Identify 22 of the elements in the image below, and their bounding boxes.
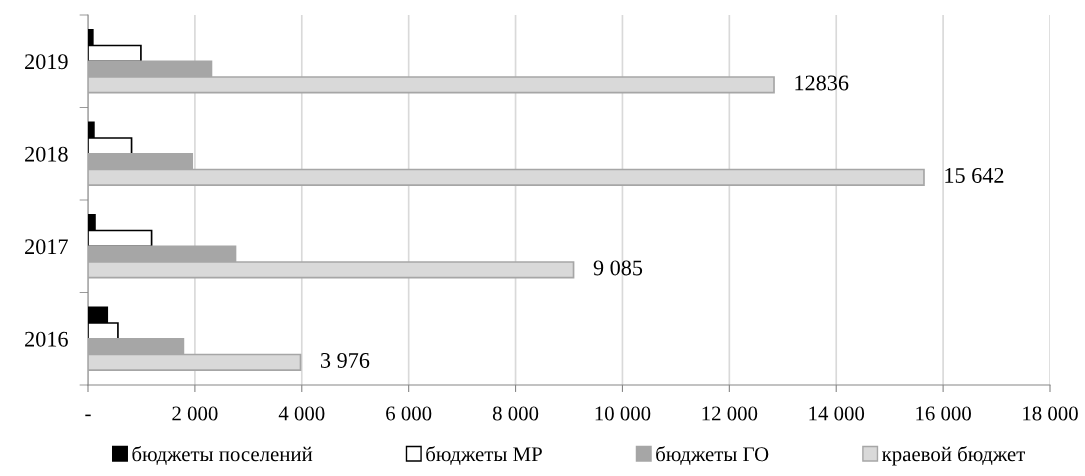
data-label: 3 976 (321, 352, 370, 368)
x-tick-label: 8 000 (492, 406, 539, 421)
data-label: 9 085 (593, 260, 643, 276)
legend-label: краевой бюджет (882, 446, 1025, 466)
x-tick-label: 14 000 (809, 406, 865, 421)
legend-label: бюджеты ГО (656, 446, 769, 466)
data-label: 12836 (795, 75, 849, 91)
y-tick-label: 2016 (25, 331, 68, 347)
x-tick-label: 12 000 (702, 406, 758, 421)
data-label: 15 642 (945, 167, 1004, 183)
x-tick-label: 16 000 (916, 406, 971, 421)
y-tick-label: 2018 (25, 146, 68, 162)
x-tick-label: 18 000 (1023, 406, 1078, 421)
x-tick-label: 2 000 (172, 406, 218, 421)
y-tick-label: 2019 (25, 54, 68, 70)
x-tick-label: 6 000 (386, 406, 432, 421)
x-tick-label: 10 000 (595, 406, 651, 421)
legend-label: бюджеты поселений (132, 446, 313, 466)
legend-label: бюджеты МР (426, 446, 542, 466)
x-tick-label: 4 000 (278, 406, 325, 421)
x-tick-label: - (85, 414, 91, 417)
y-tick-label: 2017 (25, 239, 68, 255)
